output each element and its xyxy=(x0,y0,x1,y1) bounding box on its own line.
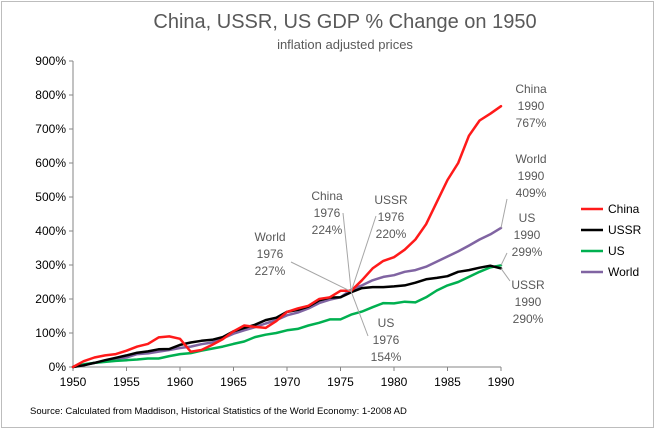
annotation-value: 767% xyxy=(516,116,547,130)
annotation-year: 1990 xyxy=(514,228,541,242)
annotation-ussr-1990: USSR 1990 290% xyxy=(511,278,545,326)
y-tick-label: 0% xyxy=(49,360,67,374)
x-tick-label: 1980 xyxy=(381,375,408,389)
annotation-china-1976: China 1976 224% xyxy=(311,189,343,237)
annotation-label: World xyxy=(254,230,285,244)
callout-ussr-1990 xyxy=(500,268,511,282)
x-tick-label: 1985 xyxy=(434,375,461,389)
callout-us-1976 xyxy=(350,291,369,337)
annotation-value: 224% xyxy=(312,223,343,237)
annotation-label: US xyxy=(378,316,395,330)
annotation-year: 1976 xyxy=(373,333,400,347)
legend-label-ussr: USSR xyxy=(608,223,642,237)
chart-legend: China USSR US World xyxy=(581,202,642,279)
annotation-ussr-1976: USSR 1976 220% xyxy=(374,193,408,241)
legend-label-us: US xyxy=(608,244,625,258)
x-tick-label: 1990 xyxy=(488,375,515,389)
y-tick-label: 900% xyxy=(35,54,66,68)
annotation-us-1990: US 1990 299% xyxy=(512,211,543,259)
annotation-label: US xyxy=(519,211,536,225)
chart-title: China, USSR, US GDP % Change on 1950 xyxy=(153,11,536,33)
x-tick-label: 1975 xyxy=(327,375,354,389)
annotation-year: 1990 xyxy=(518,99,545,113)
x-tick-label: 1950 xyxy=(60,375,87,389)
annotation-year: 1990 xyxy=(515,295,542,309)
annotation-value: 220% xyxy=(376,227,407,241)
annotation-us-1976: US 1976 154% xyxy=(371,316,402,364)
annotation-label: World xyxy=(515,152,546,166)
series-lines xyxy=(71,104,503,369)
annotation-value: 409% xyxy=(516,186,547,200)
legend-label-world: World xyxy=(608,265,639,279)
annotation-china-1990: China 1990 767% xyxy=(515,82,547,130)
annotation-label: China xyxy=(311,189,343,203)
y-tick-label: 200% xyxy=(35,292,66,306)
x-tick-label: 1955 xyxy=(113,375,140,389)
annotation-world-1976: World 1976 227% xyxy=(254,230,285,278)
annotation-world-1990: World 1990 409% xyxy=(515,152,546,200)
x-tick-label: 1960 xyxy=(167,375,194,389)
callout-lines xyxy=(290,198,511,337)
callout-world-1990 xyxy=(500,198,508,229)
y-tick-label: 400% xyxy=(35,224,66,238)
x-tick-label: 1965 xyxy=(220,375,247,389)
source-note: Source: Calculated from Maddison, Histor… xyxy=(30,406,407,417)
series-line-world xyxy=(71,226,503,369)
callout-us-1990 xyxy=(500,252,508,266)
callout-ussr-1976 xyxy=(350,215,377,292)
annotation-value: 299% xyxy=(512,245,543,259)
y-tick-label: 500% xyxy=(35,190,66,204)
callout-world-1976 xyxy=(290,261,352,292)
annotation-year: 1976 xyxy=(378,210,405,224)
callout-china-1976 xyxy=(342,212,352,292)
chart-subtitle: inflation adjusted prices xyxy=(277,37,413,52)
annotation-year: 1990 xyxy=(518,169,545,183)
annotation-label: USSR xyxy=(374,193,408,207)
series-line-china xyxy=(71,104,503,369)
annotation-label: China xyxy=(515,82,547,96)
y-tick-label: 800% xyxy=(35,88,66,102)
y-tick-label: 600% xyxy=(35,156,66,170)
annotation-value: 227% xyxy=(255,264,286,278)
annotation-value: 290% xyxy=(513,312,544,326)
annotation-label: USSR xyxy=(511,278,545,292)
y-tick-label: 100% xyxy=(35,326,66,340)
annotation-year: 1976 xyxy=(257,247,284,261)
y-tick-label: 300% xyxy=(35,258,66,272)
legend-label-china: China xyxy=(608,202,640,216)
y-tick-label: 700% xyxy=(35,122,66,136)
x-tick-label: 1970 xyxy=(274,375,301,389)
series-line-us xyxy=(71,264,503,369)
plot-axes: 0% 100% 200% 300% 400% 500% 600% 700% 800% 900% 19… xyxy=(35,54,514,389)
annotation-year: 1976 xyxy=(314,206,341,220)
annotation-value: 154% xyxy=(371,350,402,364)
